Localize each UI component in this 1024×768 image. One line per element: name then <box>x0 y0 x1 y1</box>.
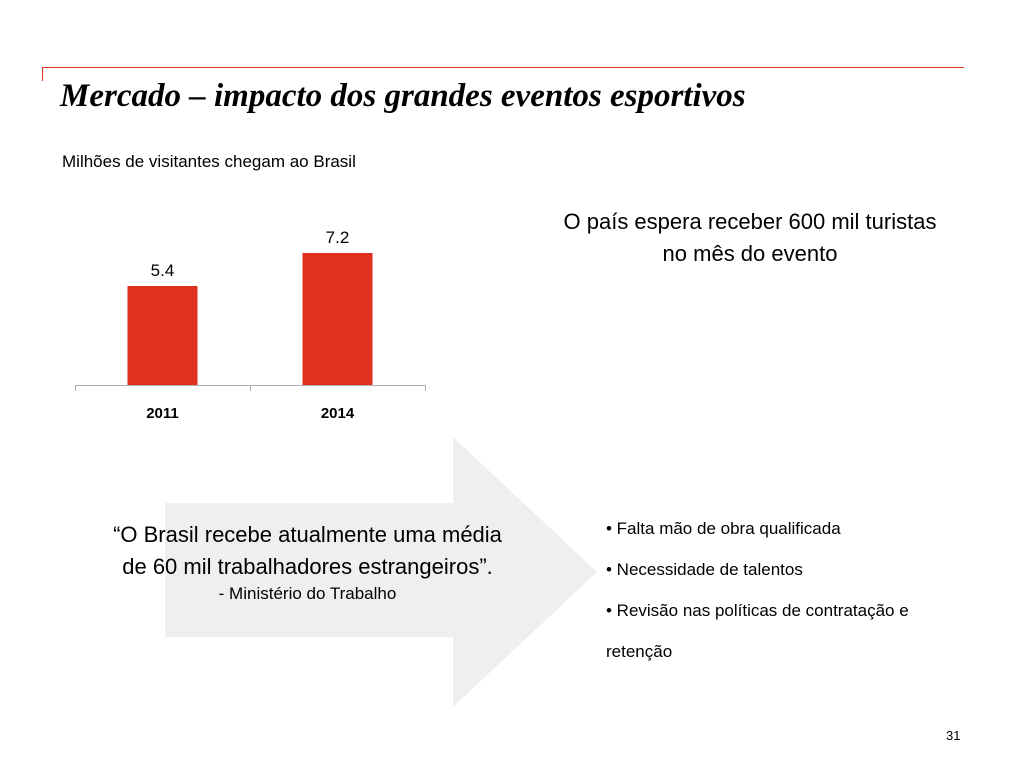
bar-2011 <box>127 286 198 385</box>
quote-line-2: de 60 mil trabalhadores estrangeiros”. <box>122 554 493 579</box>
chart-subtitle: Milhões de visitantes chegam ao Brasil <box>62 152 356 171</box>
data-label-2011: 5.4 <box>151 261 175 280</box>
x-tick-label-2011: 2011 <box>146 405 179 422</box>
arrow-polygon <box>165 437 597 707</box>
bar-2014 <box>302 253 373 385</box>
quote-line-1: “O Brasil recebe atualmente uma média <box>113 522 502 547</box>
bullet-list: • Falta mão de obra qualificada • Necess… <box>606 508 986 672</box>
title-rule <box>42 67 964 68</box>
data-label-2014: 7.2 <box>326 228 350 247</box>
visitors-bar-chart: 5.4 2011 7.2 2014 <box>75 228 426 422</box>
chart-marks: 5.4 2011 7.2 2014 <box>75 228 426 422</box>
quote-source: - Ministério do Trabalho <box>218 584 397 603</box>
quote-block: “O Brasil recebe atualmente uma média de… <box>60 519 555 605</box>
expectation-line-1: O país espera receber 600 mil turistas <box>563 209 937 234</box>
arrow-shape <box>165 437 597 707</box>
expectation-line-2: no mês do evento <box>662 241 838 266</box>
bullet-item: • Revisão nas políticas de contratação e <box>606 601 909 620</box>
title-rule-tick <box>42 67 43 81</box>
slide-title: Mercado – impacto dos grandes eventos es… <box>60 78 746 114</box>
bullet-item: • Falta mão de obra qualificada <box>606 519 841 538</box>
x-tick-label-2014: 2014 <box>321 405 355 422</box>
bullet-item: • Necessidade de talentos <box>606 560 803 579</box>
expectation-text: O país espera receber 600 mil turistas n… <box>520 206 980 270</box>
bullet-item-continuation: retenção <box>606 642 673 661</box>
page-number: 31 <box>946 728 961 743</box>
